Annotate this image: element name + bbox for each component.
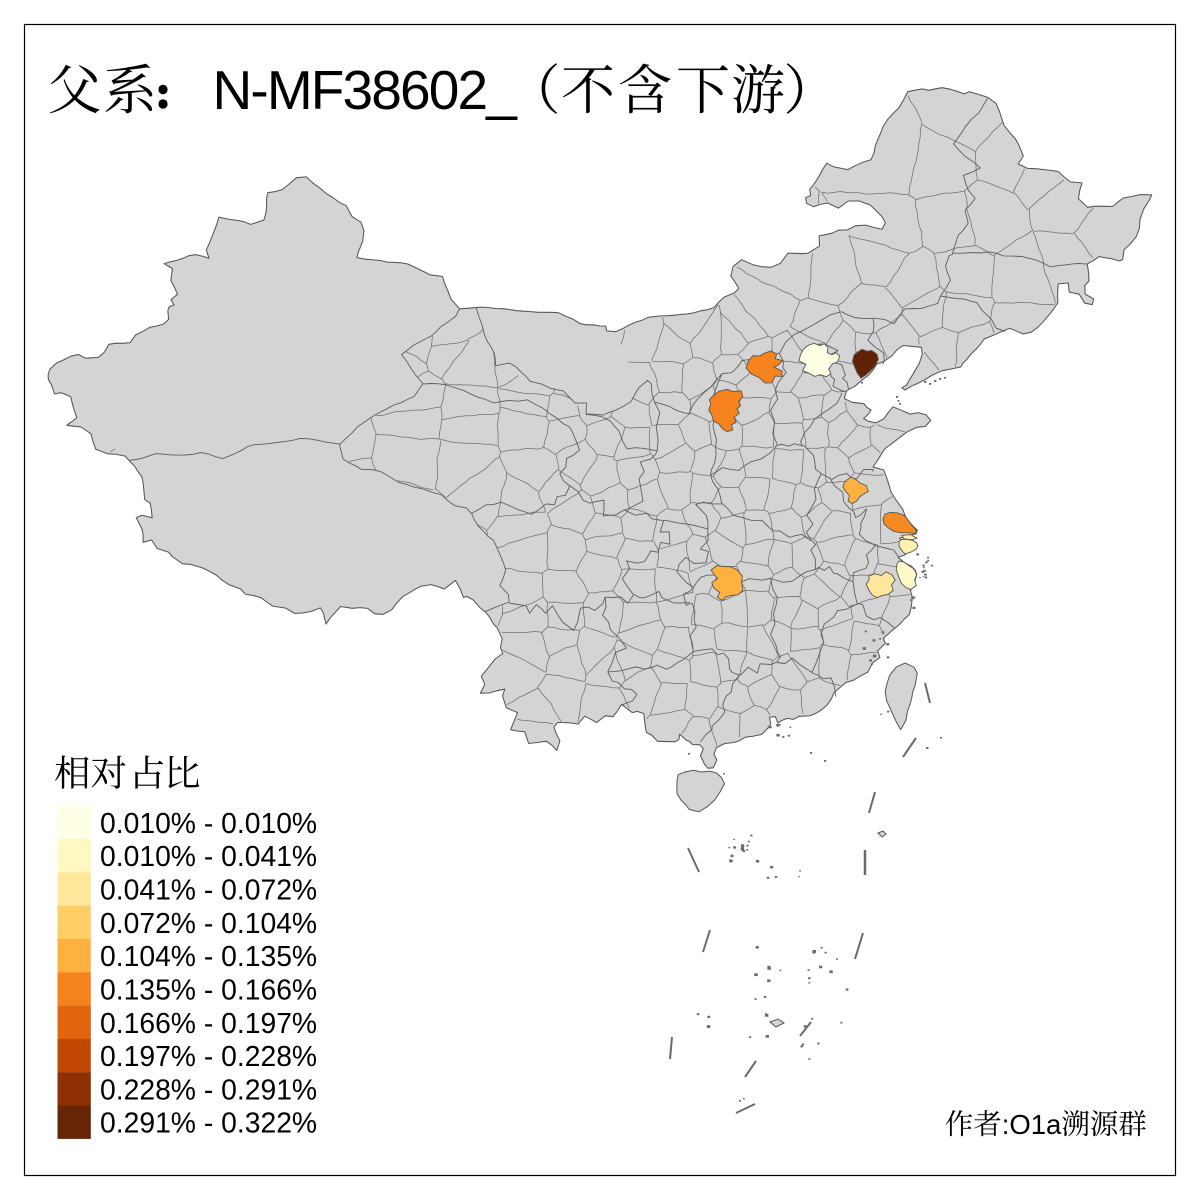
- svg-text:0.135% - 0.166%: 0.135% - 0.166%: [100, 973, 317, 1005]
- svg-text:0.041% - 0.072%: 0.041% - 0.072%: [100, 874, 317, 906]
- svg-text:0.228% - 0.291%: 0.228% - 0.291%: [100, 1073, 317, 1105]
- svg-text:N-MF38602_: N-MF38602_: [213, 59, 519, 121]
- svg-text:0.104% - 0.135%: 0.104% - 0.135%: [100, 940, 317, 972]
- svg-text:0.072% - 0.104%: 0.072% - 0.104%: [100, 907, 317, 939]
- svg-text:0.010% - 0.041%: 0.010% - 0.041%: [100, 840, 317, 872]
- svg-text:0.291% - 0.322%: 0.291% - 0.322%: [100, 1107, 317, 1139]
- svg-text:0.166% - 0.197%: 0.166% - 0.197%: [100, 1007, 317, 1039]
- svg-text:0.010% - 0.010%: 0.010% - 0.010%: [100, 807, 317, 839]
- svg-text::O1a: :O1a: [1002, 1109, 1062, 1140]
- svg-text:0.197% - 0.228%: 0.197% - 0.228%: [100, 1040, 317, 1072]
